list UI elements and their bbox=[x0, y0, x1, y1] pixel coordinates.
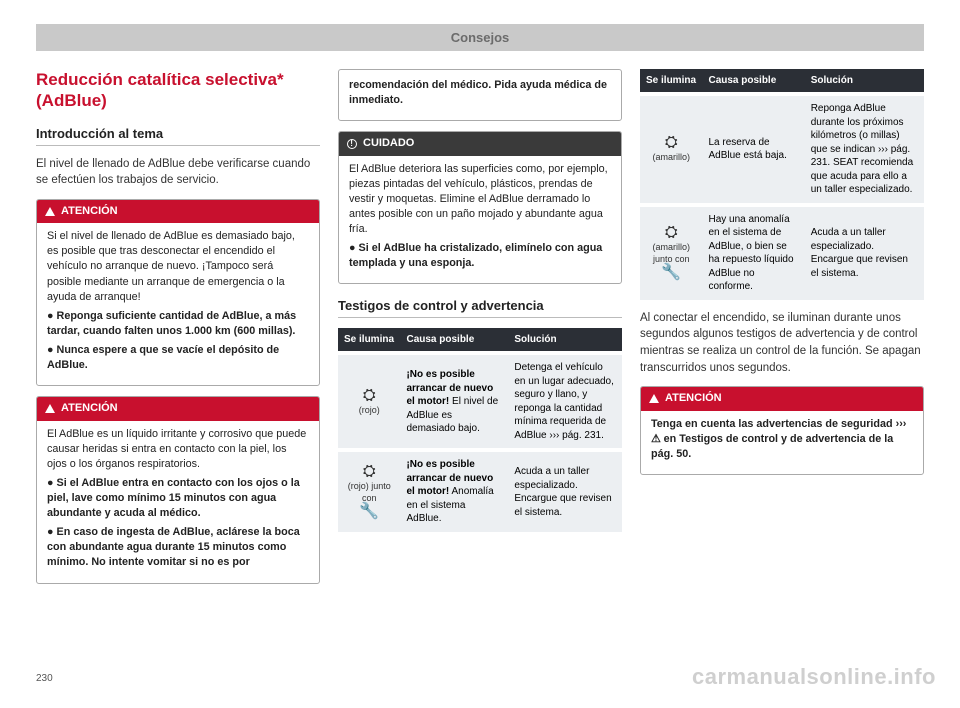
table-row: ⛭ (rojo) ¡No es posible arrancar de nuev… bbox=[338, 353, 622, 450]
table-header: Se ilumina bbox=[338, 328, 400, 353]
indicator-cell: ⛭ (rojo) bbox=[338, 353, 400, 450]
column-3: Se ilumina Causa posible Solución ⛭ (ama… bbox=[640, 69, 924, 584]
warning-bullet: ● Reponga suficiente cantidad de AdBlue,… bbox=[47, 309, 309, 339]
table-header: Se ilumina bbox=[640, 69, 702, 94]
warning-text: Tenga en cuenta las advertencias de segu… bbox=[651, 417, 913, 462]
table-header-row: Se ilumina Causa posible Solución bbox=[640, 69, 924, 94]
solution-cell: Reponga AdBlue durante los próximos kiló… bbox=[805, 94, 924, 205]
warning-label: ATENCIÓN bbox=[61, 204, 118, 219]
indicator-cell: ⛭ (rojo) junto con 🔧 bbox=[338, 450, 400, 532]
warning-label: ATENCIÓN bbox=[665, 391, 722, 406]
adblue-icon: ⛭ bbox=[344, 464, 394, 480]
indicator-label: (amarillo) junto con bbox=[652, 242, 690, 264]
wrench-icon: 🔧 bbox=[646, 265, 696, 281]
warning-header: ATENCIÓN bbox=[641, 387, 923, 410]
caution-bullet: ● Si el AdBlue ha cristalizado, elimínel… bbox=[349, 241, 611, 271]
table-header: Causa posible bbox=[702, 69, 804, 94]
caution-header: CUIDADO bbox=[339, 132, 621, 155]
warning-bullet: ● En caso de ingesta de AdBlue, aclárese… bbox=[47, 525, 309, 570]
table-row: ⛭ (amarillo) La reserva de AdBlue está b… bbox=[640, 94, 924, 205]
sub-heading-testigos: Testigos de control y advertencia bbox=[338, 298, 622, 318]
table-row: ⛭ (rojo) junto con 🔧 ¡No es posible arra… bbox=[338, 450, 622, 532]
warning-triangle-icon bbox=[649, 394, 659, 403]
caution-text: El AdBlue deteriora las superficies como… bbox=[349, 162, 611, 238]
warning-text: El AdBlue es un líquido irritante y corr… bbox=[47, 427, 309, 472]
wrench-icon: 🔧 bbox=[344, 504, 394, 520]
warning-text: Si el nivel de llenado de AdBlue es dema… bbox=[47, 229, 309, 305]
sub-heading-intro: Introducción al tema bbox=[36, 126, 320, 146]
cause-cell: ¡No es posible arrancar de nuevo el moto… bbox=[400, 450, 508, 532]
warning-box-2: ATENCIÓN El AdBlue es un líquido irritan… bbox=[36, 396, 320, 583]
watermark: carmanualsonline.info bbox=[692, 664, 936, 690]
cause-cell: Hay una anomalía en el sistema de AdBlue… bbox=[702, 205, 804, 300]
caution-label: CUIDADO bbox=[363, 136, 414, 151]
page-number: 230 bbox=[36, 673, 53, 684]
adblue-icon: ⛭ bbox=[646, 225, 696, 241]
warning-bullet: ● Nunca espere a que se vacíe el depósit… bbox=[47, 343, 309, 373]
warning-bullet: ● Si el AdBlue entra en contacto con los… bbox=[47, 476, 309, 521]
solution-cell: Detenga el vehículo en un lugar adecuado… bbox=[508, 353, 622, 450]
warning-label: ATENCIÓN bbox=[61, 401, 118, 416]
warning-box-3: ATENCIÓN Tenga en cuenta las advertencia… bbox=[640, 386, 924, 475]
chapter-title: Consejos bbox=[36, 24, 924, 51]
indicator-label: (rojo) junto con bbox=[348, 481, 391, 503]
indicator-label: (amarillo) bbox=[652, 152, 690, 162]
indicator-label: (rojo) bbox=[359, 405, 380, 415]
indicator-cell: ⛭ (amarillo) junto con 🔧 bbox=[640, 205, 702, 300]
warning-table-2: Se ilumina Causa posible Solución ⛭ (ama… bbox=[640, 69, 924, 300]
warning-box-cont: recomendación del médico. Pida ayuda méd… bbox=[338, 69, 622, 121]
warning-triangle-icon bbox=[45, 404, 55, 413]
table-header-row: Se ilumina Causa posible Solución bbox=[338, 328, 622, 353]
solution-cell: Acuda a un taller especializado. Encargu… bbox=[508, 450, 622, 532]
cause-cell: ¡No es posible arrancar de nuevo el moto… bbox=[400, 353, 508, 450]
table-header: Solución bbox=[805, 69, 924, 94]
closing-paragraph: Al conectar el encendido, se iluminan du… bbox=[640, 310, 924, 377]
table-header: Causa posible bbox=[400, 328, 508, 353]
warning-triangle-icon bbox=[45, 207, 55, 216]
warning-cont-text: recomendación del médico. Pida ayuda méd… bbox=[349, 78, 611, 108]
intro-text: El nivel de llenado de AdBlue debe verif… bbox=[36, 156, 320, 189]
table-header: Solución bbox=[508, 328, 622, 353]
caution-box: CUIDADO El AdBlue deteriora las superfic… bbox=[338, 131, 622, 284]
column-1: Reducción catalítica selectiva* (AdBlue)… bbox=[36, 69, 320, 584]
content-columns: Reducción catalítica selectiva* (AdBlue)… bbox=[36, 69, 924, 584]
table-row: ⛭ (amarillo) junto con 🔧 Hay una anomalí… bbox=[640, 205, 924, 300]
adblue-icon: ⛭ bbox=[646, 135, 696, 151]
indicator-cell: ⛭ (amarillo) bbox=[640, 94, 702, 205]
section-title: Reducción catalítica selectiva* (AdBlue) bbox=[36, 69, 320, 112]
solution-cell: Acuda a un taller especializado. Encargu… bbox=[805, 205, 924, 300]
adblue-icon: ⛭ bbox=[344, 388, 394, 404]
column-2: recomendación del médico. Pida ayuda méd… bbox=[338, 69, 622, 584]
warning-table-1: Se ilumina Causa posible Solución ⛭ (roj… bbox=[338, 328, 622, 532]
cause-cell: La reserva de AdBlue está baja. bbox=[702, 94, 804, 205]
warning-box-1: ATENCIÓN Si el nivel de llenado de AdBlu… bbox=[36, 199, 320, 386]
manual-page: Consejos Reducción catalítica selectiva*… bbox=[0, 0, 960, 608]
caution-circle-icon bbox=[347, 139, 357, 149]
warning-header: ATENCIÓN bbox=[37, 200, 319, 223]
warning-header: ATENCIÓN bbox=[37, 397, 319, 420]
